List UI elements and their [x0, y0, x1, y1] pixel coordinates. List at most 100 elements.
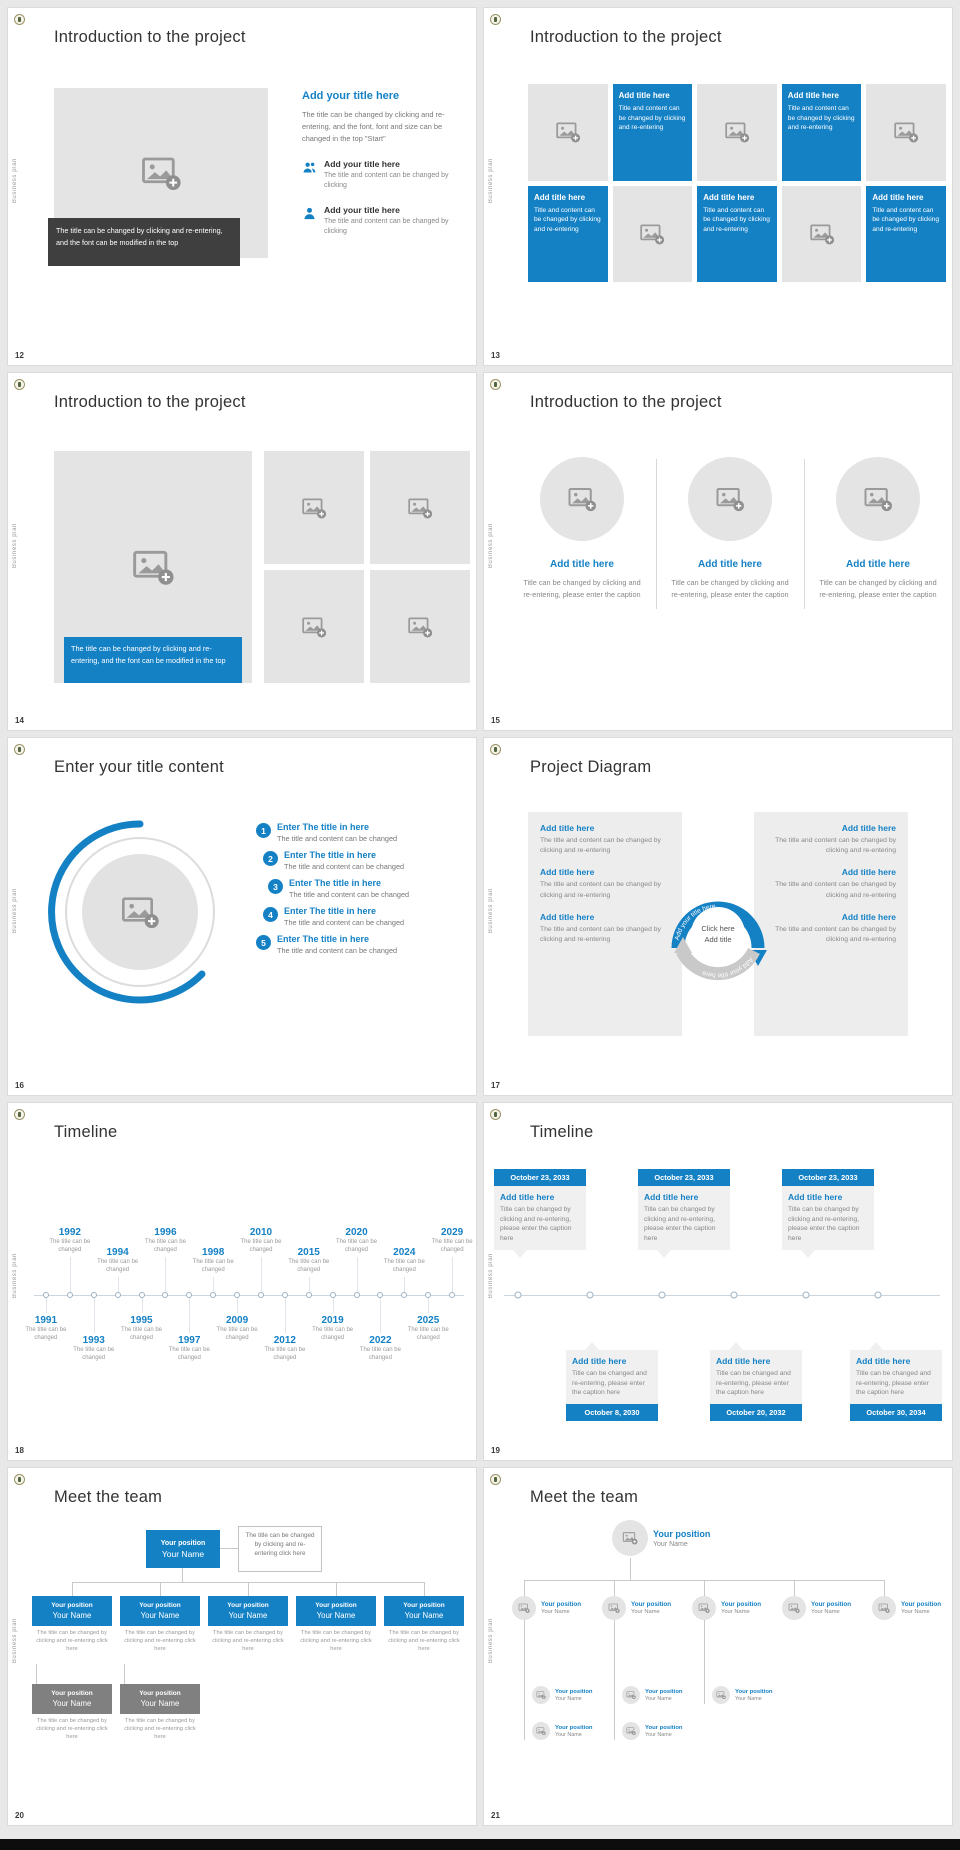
slide-thumbnail-12[interactable]: Business plan 12 Introduction to the pro…: [8, 8, 476, 365]
sidebar-label: Business plan: [488, 887, 494, 934]
event-text: Title can be changed by clicking and re-…: [788, 1206, 860, 1243]
item-number-badge: 3: [268, 879, 283, 894]
center-label-line1: Click here: [701, 924, 735, 933]
timeline-marker-icon: [234, 1292, 241, 1298]
timeline-marker-icon: [138, 1292, 145, 1298]
event-body: Add title here Title can be changed and …: [850, 1349, 942, 1404]
slide-thumbnail-20[interactable]: Business plan 20 Meet the team Your posi…: [8, 1468, 476, 1825]
column-title: Add title here: [550, 559, 614, 570]
brand-logo-icon: [14, 1109, 25, 1120]
event-text: Title can be changed by clicking and re-…: [500, 1206, 572, 1243]
connector: [630, 1558, 631, 1580]
event-text: Title can be changed by clicking and re-…: [644, 1206, 716, 1243]
image-placeholder-icon: [698, 1602, 710, 1614]
text-column: Add your title here The title can be cha…: [302, 90, 470, 238]
timeline-marker-icon: [90, 1292, 97, 1298]
name-label: Your Name: [645, 1695, 672, 1702]
timeline-marker-icon: [186, 1292, 193, 1298]
connector: [124, 1664, 125, 1684]
connector: [614, 1580, 615, 1596]
org-node: Your position Your Name: [32, 1596, 112, 1626]
grid-cell: Add title here Title and content can be …: [612, 84, 693, 181]
timeline-marker-icon: [730, 1291, 738, 1299]
slide-thumbnail-14[interactable]: Business plan 14 Introduction to the pro…: [8, 373, 476, 730]
event-date: October 30, 2034: [850, 1404, 942, 1421]
grid-cell: [612, 185, 693, 282]
connector: [704, 1580, 705, 1596]
brand-logo-icon: [14, 14, 25, 25]
event-body: Add title here Title can be changed and …: [710, 1349, 802, 1404]
checkerboard-grid: Add title here Title and content can be …: [528, 84, 946, 282]
name-label: Your Name: [555, 1695, 582, 1702]
image-placeholder: [264, 451, 364, 564]
timeline-year: 1998: [202, 1247, 225, 1259]
avatar-placeholder: [532, 1686, 550, 1704]
name-label: Your Name: [631, 1609, 660, 1615]
event-title: Add title here: [788, 1192, 843, 1202]
timeline-event: Add title here Title can be changed and …: [710, 1341, 802, 1421]
image-placeholder-icon: [788, 1602, 800, 1614]
timeline-connector: [404, 1277, 406, 1295]
timeline-point: 2015 The title can be changed: [288, 1169, 329, 1421]
feature-text: The title and content can be changed by …: [324, 217, 449, 236]
image-placeholder: [264, 570, 364, 683]
column-title: Add title here: [698, 559, 762, 570]
pointer-icon: [729, 1341, 743, 1350]
cell-body: Title and content can be changed by clic…: [872, 206, 940, 233]
connector: [524, 1580, 525, 1596]
content-column: Add title here Title can be changed by c…: [508, 457, 656, 602]
timeline-caption: The title can be changed: [407, 1327, 449, 1341]
slide-number: 13: [491, 351, 500, 360]
avatar-placeholder: [622, 1722, 640, 1740]
org-node-lead: Your position Your Name: [612, 1520, 710, 1556]
timeline-marker-icon: [210, 1292, 217, 1298]
brand-logo-icon: [490, 1474, 501, 1485]
brand-logo-icon: [14, 1474, 25, 1485]
sidebar-label: Business plan: [12, 1252, 18, 1299]
timeline-year: 1991: [34, 1315, 58, 1326]
connector: [36, 1664, 37, 1684]
name-label: Your Name: [653, 1540, 688, 1548]
slide-thumbnail-21[interactable]: Business plan 21 Meet the team Your posi…: [484, 1468, 952, 1825]
event-title: Add title here: [500, 1192, 555, 1202]
member-caption: The title can be changed by clicking and…: [212, 1630, 284, 1652]
slide-number: 14: [15, 716, 24, 725]
org-node-gray: Your position Your Name: [120, 1684, 200, 1714]
timeline-point: 2012 The title can be changed: [264, 1169, 305, 1421]
timeline-point: 1993 The title can be changed: [73, 1169, 114, 1421]
timeline-label: 1992 The title can be changed: [47, 1227, 93, 1255]
item-text: The title and content can be changed: [284, 918, 405, 927]
timeline-label: 1998 The title can be changed: [190, 1247, 236, 1275]
org-node: Your position Your Name: [692, 1596, 761, 1620]
timeline-connector: [213, 1277, 215, 1295]
name-label: Your Name: [555, 1731, 582, 1738]
cell-body: Title and content can be changed by clic…: [787, 105, 855, 132]
slide-number: 17: [491, 1081, 500, 1090]
timeline-marker-icon: [281, 1292, 288, 1298]
slide-thumbnail-13[interactable]: Business plan 13 Introduction to the pro…: [484, 8, 952, 365]
slide-thumbnail-19[interactable]: Business plan 19 Timeline October 23, 20…: [484, 1103, 952, 1460]
position-label: Your position: [160, 1539, 206, 1547]
image-placeholder-icon: [140, 152, 182, 194]
circle-diagram: [48, 820, 215, 1004]
numbered-item: 5 Enter The title in here The title and …: [256, 934, 470, 955]
timeline-label: 2019 The title can be changed: [310, 1315, 356, 1343]
content-column: Add title here Title can be changed by c…: [804, 457, 952, 602]
item-title: Enter The title in here: [277, 934, 370, 944]
slide-thumbnail-17[interactable]: Business plan 17 Project Diagram Add tit…: [484, 738, 952, 1095]
brand-logo-icon: [14, 744, 25, 755]
slide-thumbnail-16[interactable]: Business plan 16 Enter your title conten…: [8, 738, 476, 1095]
image-placeholder-icon: [716, 1690, 726, 1700]
image-placeholder-icon: [407, 614, 433, 640]
panel-item-text: The title and content can be changed by …: [540, 837, 661, 855]
slide-thumbnail-18[interactable]: Business plan 18 Timeline 1991 The title…: [8, 1103, 476, 1460]
org-node: Your position Your Name: [208, 1596, 288, 1626]
member-caption: The title can be changed by clicking and…: [388, 1630, 460, 1652]
position-label: Your position: [139, 1690, 181, 1697]
slide-thumbnail-15[interactable]: Business plan 15 Introduction to the pro…: [484, 373, 952, 730]
timeline-point: 1991 The title can be changed: [25, 1169, 66, 1421]
divider: [804, 459, 805, 609]
content-column: Add title here Title can be changed by c…: [656, 457, 804, 602]
image-placeholder-icon: [639, 221, 665, 247]
timeline-connector: [284, 1295, 286, 1333]
